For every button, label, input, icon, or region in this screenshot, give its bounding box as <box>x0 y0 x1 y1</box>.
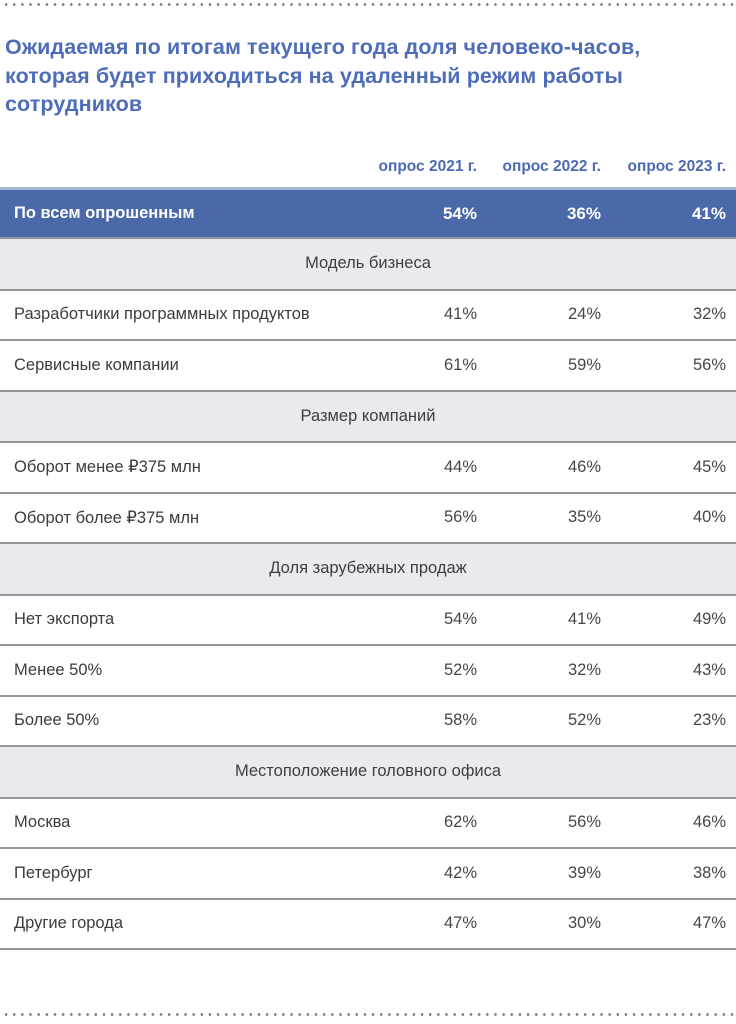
row-value-2022: 46% <box>567 457 601 476</box>
row-value-2023: 46% <box>692 813 726 832</box>
section-header-company-size: Размер компаний <box>0 389 736 441</box>
row-value-2021: 41% <box>443 305 477 324</box>
total-value-2021: 54% <box>442 203 477 223</box>
row-label: Петербург <box>14 863 93 882</box>
row-label: Более 50% <box>14 711 100 730</box>
table-row: Сервисные компании 61% 59% 56% <box>0 339 736 390</box>
row-value-2021: 56% <box>443 508 477 527</box>
row-value-2023: 23% <box>692 711 726 730</box>
row-value-2022: 24% <box>567 305 601 324</box>
table-row: Менее 50% 52% 32% 43% <box>0 644 736 695</box>
table-row: Оборот более ₽375 млн 56% 35% 40% <box>0 491 736 542</box>
column-header-2022: опрос 2022 г. <box>502 158 602 175</box>
row-value-2023: 43% <box>692 660 726 679</box>
row-value-2021: 52% <box>443 660 477 679</box>
row-label: Москва <box>14 813 71 832</box>
total-value-2023: 41% <box>691 203 726 223</box>
total-value-2022: 36% <box>566 203 601 223</box>
column-headers: опрос 2021 г. опрос 2022 г. опрос 2023 г… <box>0 150 736 176</box>
figure-title: Ожидаемая по итогам текущего года доля ч… <box>5 35 641 116</box>
row-label: Разработчики программных продуктов <box>14 305 310 324</box>
section-header-label: Местоположение головного офиса <box>234 762 502 781</box>
row-label: Менее 50% <box>14 660 103 679</box>
row-value-2023: 38% <box>692 863 726 882</box>
section-header-label: Доля зарубежных продаж <box>269 559 467 578</box>
row-value-2023: 56% <box>692 355 726 374</box>
row-value-2023: 40% <box>692 508 726 527</box>
row-value-2021: 62% <box>443 813 477 832</box>
table-row: Разработчики программных продуктов 41% 2… <box>0 288 736 339</box>
row-label: Сервисные компании <box>14 355 179 374</box>
section-header-foreign-sales: Доля зарубежных продаж <box>0 542 736 594</box>
row-value-2021: 47% <box>443 914 477 933</box>
section-header-label: Модель бизнеса <box>305 254 431 273</box>
column-header-2023: опрос 2023 г. <box>627 158 727 175</box>
row-value-2022: 52% <box>567 711 601 730</box>
data-table: По всем опрошенным 54% 36% 41% Модель би… <box>0 187 736 950</box>
column-header-2021: опрос 2021 г. <box>378 158 478 175</box>
table-row: Нет экспорта 54% 41% 49% <box>0 593 736 644</box>
row-value-2022: 32% <box>567 660 601 679</box>
total-row-label: По всем опрошенным <box>14 204 195 222</box>
table-row: Оборот менее ₽375 млн 44% 46% 45% <box>0 441 736 492</box>
row-value-2021: 58% <box>443 711 477 730</box>
row-value-2021: 54% <box>443 610 477 629</box>
section-header-business-model: Модель бизнеса <box>0 237 736 289</box>
row-value-2022: 41% <box>567 610 601 629</box>
row-value-2022: 39% <box>567 863 601 882</box>
row-label: Нет экспорта <box>14 610 115 629</box>
row-value-2021: 44% <box>443 457 477 476</box>
row-label: Другие города <box>14 914 124 933</box>
row-value-2022: 35% <box>567 508 601 527</box>
bottom-dotted-border <box>0 1012 736 1017</box>
row-value-2023: 49% <box>692 610 726 629</box>
row-value-2022: 56% <box>567 813 601 832</box>
section-header-label: Размер компаний <box>300 406 436 425</box>
row-label: Оборот менее ₽375 млн <box>14 458 201 477</box>
table-row: Другие города 47% 30% 47% <box>0 897 736 948</box>
row-value-2021: 42% <box>443 863 477 882</box>
table-row: Более 50% 58% 52% 23% <box>0 694 736 745</box>
section-header-hq-location: Местоположение головного офиса <box>0 745 736 797</box>
top-dotted-border <box>0 2 736 7</box>
row-value-2022: 59% <box>567 355 601 374</box>
table-row-total: По всем опрошенным 54% 36% 41% <box>0 187 736 237</box>
row-value-2023: 32% <box>692 305 726 324</box>
table-row: Петербург 42% 39% 38% <box>0 847 736 898</box>
row-label: Оборот более ₽375 млн <box>14 508 200 527</box>
table-row: Москва 62% 56% 46% <box>0 796 736 847</box>
row-value-2021: 61% <box>443 355 477 374</box>
row-value-2023: 45% <box>692 457 726 476</box>
row-value-2023: 47% <box>692 914 726 933</box>
row-value-2022: 30% <box>567 914 601 933</box>
